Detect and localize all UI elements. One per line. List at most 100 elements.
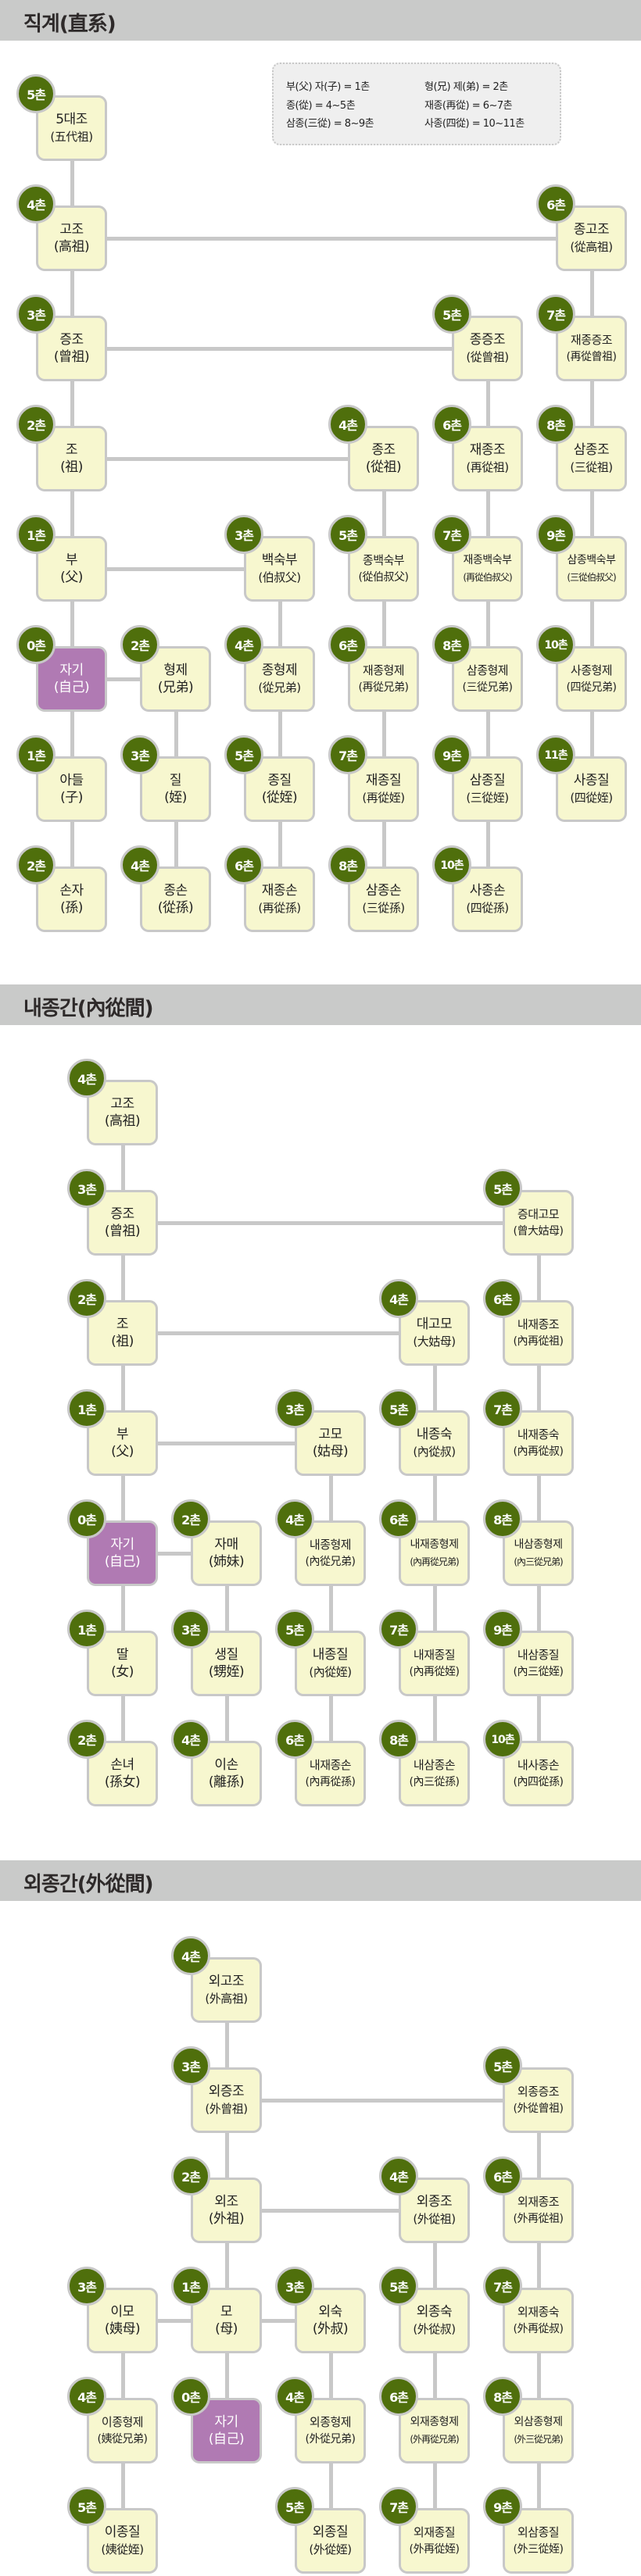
kin-hanja: (高祖) [53,239,90,255]
kin-name: 외종증조 [517,2085,560,2099]
kin-node[interactable]: 외재종조 (外再從祖) [503,2178,574,2243]
kin-node[interactable]: 내재종형제 (內再從兄弟) [399,1520,470,1586]
kin-hanja: (甥姪) [208,1664,245,1680]
kin-name: 질 [169,773,182,788]
kin-node[interactable]: 외종숙 (外從叔) [399,2288,470,2353]
kin-node[interactable]: 외종증조 (外從曾祖) [503,2067,574,2133]
degree-badge: 4촌 [275,2377,314,2416]
kin-hanja: (從曾祖) [466,350,509,364]
kin-name: 대고모 [416,1317,453,1332]
degree-badge: 7촌 [432,515,471,554]
degree-badge: 4촌 [379,2156,418,2195]
degree-badge: 2촌 [67,1720,106,1759]
kin-node[interactable]: 손녀 (孫女) [87,1741,158,1806]
kin-node[interactable]: 증조 (曾祖) [87,1190,158,1256]
kin-name: 종손 [163,883,188,899]
degree-badge: 3촌 [67,1169,106,1208]
kin-name: 부 [65,552,78,568]
kin-node[interactable]: 삼종형제 (三從兄弟) [452,646,523,712]
kin-hanja: (三從兄弟) [462,681,513,694]
kin-node[interactable]: 종손 (從孫) [140,866,211,932]
section-header-outer: 외종간(外從間) [0,1860,641,1901]
kin-node[interactable]: 형제 (兄弟) [140,646,211,712]
kin-name: 외고조 [208,1974,245,1989]
kin-name: 외삼종형제 [514,2416,563,2428]
legend-item: 종(從) = 4~5촌 [286,100,356,112]
kin-node[interactable]: 내삼종손 (內三從孫) [399,1741,470,1806]
kin-hanja: (再從祖) [466,460,509,474]
kin-name: 자매 [214,1537,238,1552]
kin-name: 자기 [110,1537,134,1552]
kin-hanja: (子) [60,790,83,806]
kin-hanja: (內三從姪) [513,1666,564,1678]
degree-badge: 1촌 [16,515,56,554]
kin-node[interactable]: 이모 (姨母) [87,2288,158,2353]
kin-name: 5대조 [56,112,88,127]
degree-badge: 3촌 [224,515,263,554]
kin-node[interactable]: 이손 (離孫) [191,1741,262,1806]
kin-name: 외종형제 [309,2415,352,2429]
kin-hanja: (父) [111,1444,134,1459]
kin-hanja: (外高祖) [205,1992,248,2006]
kin-name: 외삼종질 [517,2525,560,2539]
kin-hanja: (從姪) [261,790,298,806]
kin-node[interactable]: 종증조 (從曾祖) [452,316,523,381]
kin-node[interactable]: 사종손 (四從孫) [452,866,523,932]
kin-hanja: (三從伯叔父) [567,572,616,583]
kin-node[interactable]: 고모 (姑母) [295,1410,366,1476]
degree-badge: 3촌 [275,1389,314,1428]
kin-name: 형제 [163,663,188,678]
kin-node[interactable]: 자매 (姉妹) [191,1520,262,1586]
legend-item: 부(父) 자(子) = 1촌 [286,81,370,93]
degree-badge: 5촌 [483,1169,522,1208]
degree-badge: 3촌 [275,2267,314,2306]
degree-badge: 0촌 [171,2377,210,2416]
kin-name: 재종질 [365,773,402,788]
kin-node[interactable]: 외고조 (外高祖) [191,1957,262,2023]
degree-badge: 6촌 [379,1499,418,1538]
kin-node[interactable]: 내종숙 (內從叔) [399,1410,470,1476]
kin-name: 이손 [214,1757,238,1773]
kin-hanja: (姑母) [312,1444,349,1459]
kin-name: 조 [116,1317,129,1332]
kin-node[interactable]: 외조 (外祖) [191,2178,262,2243]
connector-line [123,1221,539,1225]
kin-node[interactable]: 증대고모 (曾大姑母) [503,1190,574,1256]
kin-hanja: (曾祖) [53,349,90,365]
kin-node[interactable]: 삼종질 (三從姪) [452,756,523,822]
degree-badge: 10촌 [536,625,575,664]
kin-name: 외재종질 [413,2525,456,2539]
legend-box: 부(父) 자(子) = 1촌 형(兄) 제(弟) = 2촌 종(從) = 4~5… [272,63,561,145]
kin-node[interactable]: 종조 (從祖) [348,426,419,491]
kin-name: 증대고모 [517,1207,560,1221]
kin-node[interactable]: 내종질 (內從姪) [295,1631,366,1696]
kin-name: 백숙부 [261,552,298,568]
kin-node[interactable]: 외재종형제 (外再從兄弟) [399,2398,470,2463]
degree-badge: 9촌 [483,1610,522,1649]
kin-name: 내삼종질 [517,1648,560,1662]
kin-name: 외조 [214,2194,238,2210]
kin-hanja: (從伯叔父) [358,571,409,584]
degree-badge: 0촌 [67,1499,106,1538]
kin-node[interactable]: 내삼종질 (內三從姪) [503,1631,574,1696]
degree-badge: 1촌 [67,1389,106,1428]
kin-name: 부 [116,1427,129,1442]
kin-name: 외종숙 [416,2304,453,2320]
kin-name: 사종형제 [570,663,613,677]
kin-node[interactable]: 재종백숙부 (再從伯叔父) [452,536,523,602]
degree-badge: 8촌 [483,1499,522,1538]
kin-hanja: (曾祖) [104,1224,141,1239]
kin-name: 내재종질 [413,1648,456,1662]
kin-hanja: (祖) [60,459,83,475]
degree-badge: 4촌 [224,625,263,664]
kin-hanja: (父) [60,570,83,585]
kin-hanja: (內再從孫) [305,1776,356,1788]
kin-node[interactable]: 내재종조 (內再從祖) [503,1300,574,1366]
kin-name: 삼종질 [469,773,506,788]
kin-name: 아들 [59,773,84,788]
kin-hanja: (外再從叔) [513,2323,564,2335]
kin-hanja: (三從祖) [570,460,613,474]
kin-name: 재종형제 [362,663,405,677]
degree-badge: 4촌 [16,184,56,223]
degree-badge: 1촌 [16,735,56,774]
